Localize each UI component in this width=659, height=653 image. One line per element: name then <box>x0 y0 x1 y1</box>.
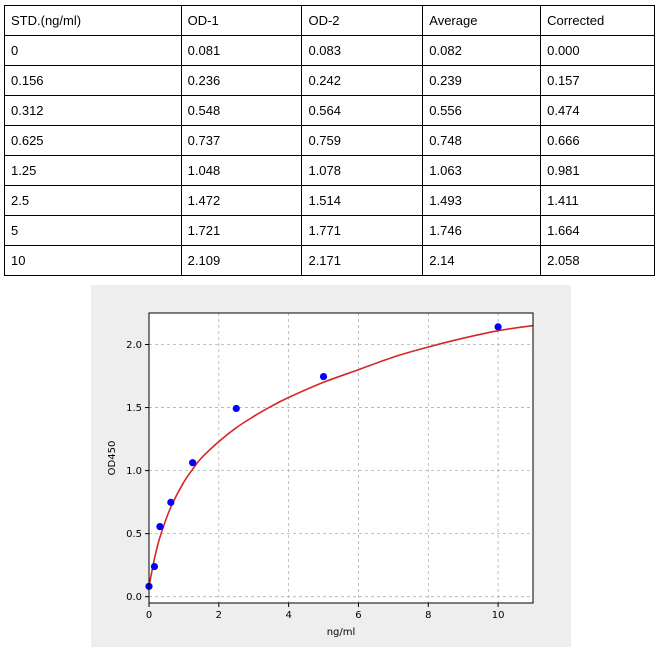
table-cell: 0.737 <box>180 125 303 156</box>
table-header-row: STD.(ng/ml) OD-1 OD-2 Average Corrected <box>4 5 655 36</box>
table-cell: 0.312 <box>4 95 182 126</box>
table-cell: 2.14 <box>422 245 542 276</box>
x-axis-label: ng/ml <box>327 627 356 638</box>
table-cell: 0.156 <box>4 65 182 96</box>
data-point <box>494 323 502 331</box>
x-tick-label: 8 <box>425 610 431 621</box>
table-cell: 0.625 <box>4 125 182 156</box>
header-corrected: Corrected <box>540 5 655 36</box>
standard-curve-chart: 0 2 4 6 8 10 0.0 0.5 1.0 1.5 2.0 ng/ml OD450 <box>107 312 534 638</box>
table-cell: 2.109 <box>180 245 303 276</box>
table-cell: 5 <box>4 215 182 246</box>
y-tick-label: 1.5 <box>126 403 142 414</box>
table-cell: 2.5 <box>4 185 182 216</box>
data-point <box>156 522 164 531</box>
table-cell: 0.564 <box>301 95 424 126</box>
table-cell: 0.082 <box>422 35 542 66</box>
table-cell: 0.556 <box>422 95 542 126</box>
data-point <box>319 372 328 381</box>
data-point <box>189 459 197 467</box>
y-axis-label: OD450 <box>107 441 118 476</box>
table-cell: 0.666 <box>540 125 655 156</box>
table-row: 0.625 0.737 0.759 0.748 0.666 <box>4 125 655 156</box>
table-row: 5 1.721 1.771 1.746 1.664 <box>4 215 655 246</box>
table-cell: 0.759 <box>301 125 424 156</box>
data-points <box>145 323 502 590</box>
table-cell: 10 <box>4 245 182 276</box>
fitted-curve-line <box>148 324 534 587</box>
y-tick-label: 1.0 <box>126 466 142 477</box>
header-od1: OD-1 <box>180 5 303 36</box>
plot-frame <box>148 312 534 604</box>
standards-table: STD.(ng/ml) OD-1 OD-2 Average Corrected … <box>4 5 655 276</box>
table-cell: 0.242 <box>301 65 424 96</box>
y-tick-label: 0.0 <box>126 592 142 603</box>
table-cell: 1.048 <box>180 155 303 186</box>
table-cell: 1.771 <box>301 215 424 246</box>
table-cell: 1.664 <box>540 215 655 246</box>
table-cell: 0.236 <box>180 65 303 96</box>
x-tick-label: 4 <box>285 610 291 621</box>
data-point <box>232 404 240 413</box>
y-tick-label: 0.5 <box>126 529 142 540</box>
table-row: 0.312 0.548 0.564 0.556 0.474 <box>4 95 655 126</box>
table-row: 10 2.109 2.171 2.14 2.058 <box>4 245 655 276</box>
table-cell: 1.721 <box>180 215 303 246</box>
table-cell: 0.748 <box>422 125 542 156</box>
header-average: Average <box>422 5 542 36</box>
table-cell: 0 <box>4 35 182 66</box>
table-cell: 0.548 <box>180 95 303 126</box>
table-cell: 0.239 <box>422 65 542 96</box>
y-tick-label: 2.0 <box>126 340 142 351</box>
x-tick-label: 10 <box>492 610 505 621</box>
header-std: STD.(ng/ml) <box>4 5 182 36</box>
table-row: 1.25 1.048 1.078 1.063 0.981 <box>4 155 655 186</box>
data-point <box>167 498 175 506</box>
table-row: 0 0.081 0.083 0.082 0.000 <box>4 35 655 66</box>
table-cell: 0.083 <box>301 35 424 66</box>
x-tick-label: 6 <box>355 610 361 621</box>
table-cell: 1.063 <box>422 155 542 186</box>
table-row: 0.156 0.236 0.242 0.239 0.157 <box>4 65 655 96</box>
table-cell: 1.411 <box>540 185 655 216</box>
axis-ticks: 0 2 4 6 8 10 0.0 0.5 1.0 1.5 2.0 <box>126 340 504 621</box>
table-cell: 0.157 <box>540 65 655 96</box>
table-cell: 2.058 <box>540 245 655 276</box>
x-tick-label: 0 <box>146 610 152 621</box>
table-cell: 0.000 <box>540 35 655 66</box>
table-cell: 1.746 <box>422 215 542 246</box>
chart-panel: 0 2 4 6 8 10 0.0 0.5 1.0 1.5 2.0 ng/ml OD450 <box>91 285 571 647</box>
table-cell: 1.25 <box>4 155 182 186</box>
plot-background <box>149 313 533 603</box>
table-cell: 1.078 <box>301 155 424 186</box>
table-cell: 0.474 <box>540 95 655 126</box>
table-cell: 1.514 <box>301 185 424 216</box>
table-cell: 2.171 <box>301 245 424 276</box>
table-cell: 0.081 <box>180 35 303 66</box>
table-row: 2.5 1.472 1.514 1.493 1.411 <box>4 185 655 216</box>
data-point <box>150 562 159 571</box>
table-cell: 0.981 <box>540 155 655 186</box>
table-cell: 1.493 <box>422 185 542 216</box>
header-od2: OD-2 <box>301 5 424 36</box>
table-cell: 1.472 <box>180 185 303 216</box>
x-tick-label: 2 <box>216 610 222 621</box>
grid-lines <box>148 313 533 603</box>
